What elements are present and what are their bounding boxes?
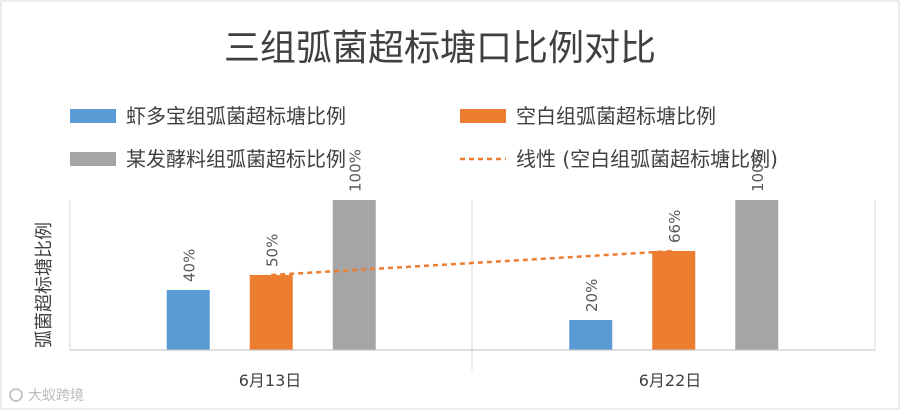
watermark-logo-icon (9, 388, 23, 402)
x-tick-label: 6月22日 (639, 371, 702, 390)
legend-label-series-0: 虾多宝组弧菌超标塘比例 (126, 104, 346, 128)
legend-swatch-series-1 (460, 109, 506, 123)
data-label-series-0-cat-0: 40% (180, 249, 198, 282)
watermark-text: 大蚁跨境 (28, 388, 84, 404)
legend-label-series-1: 空白组弧菌超标塘比例 (516, 104, 716, 128)
legend-swatch-series-0 (70, 109, 116, 123)
legend-label-series-2: 某发酵料组弧菌超标比例 (126, 147, 346, 171)
bar-series-2-cat-1 (735, 200, 779, 350)
data-label-series-2-cat-0: 100% (346, 149, 364, 192)
bars (166, 200, 779, 350)
legend-label-trendline: 线性 (空白组弧菌超标塘比例) (516, 147, 778, 171)
bar-series-2-cat-0 (332, 200, 376, 350)
chart-title: 三组弧菌超标塘口比例对比 (224, 28, 656, 69)
data-label-series-2-cat-1: 100% (749, 149, 767, 192)
legend: 虾多宝组弧菌超标塘比例 空白组弧菌超标塘比例 某发酵料组弧菌超标比例 线性 (空… (70, 104, 778, 171)
x-tick-label: 6月13日 (239, 371, 302, 390)
bar-series-0-cat-0 (166, 290, 210, 350)
watermark: 大蚁跨境 (9, 388, 84, 404)
y-axis-title: 弧菌超标塘比例 (34, 222, 55, 348)
data-labels: 40% 50% 100% 20% 66% 100% (180, 149, 767, 312)
data-label-series-1-cat-1: 66% (666, 210, 684, 243)
trendline (271, 249, 674, 277)
bar-series-1-cat-1 (652, 251, 696, 350)
bar-series-1-cat-0 (249, 275, 293, 350)
legend-swatch-series-2 (70, 152, 116, 166)
trendline-path (271, 249, 674, 277)
data-label-series-1-cat-0: 50% (263, 234, 281, 267)
bar-series-0-cat-1 (569, 320, 613, 350)
data-label-series-0-cat-1: 20% (583, 279, 601, 312)
